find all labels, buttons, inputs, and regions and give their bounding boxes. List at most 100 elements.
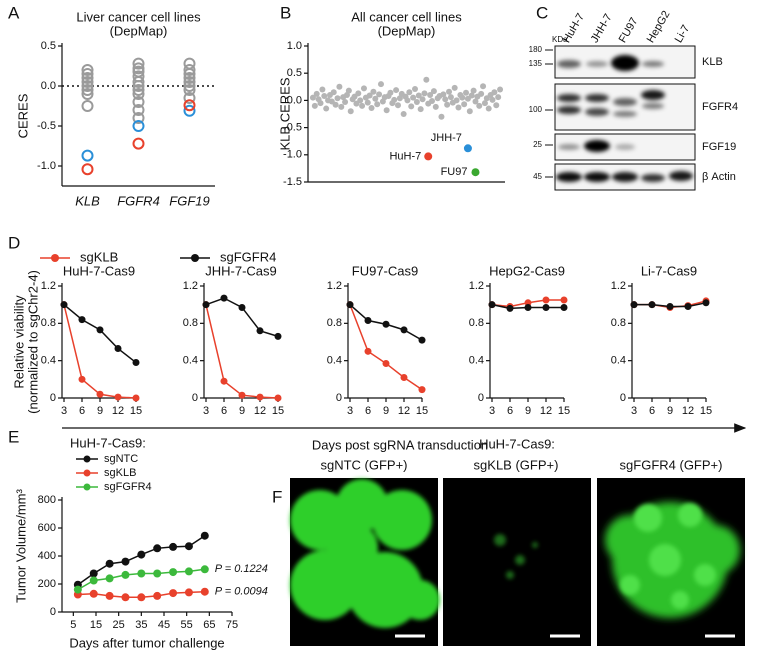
point [78, 316, 86, 324]
y-tick-label: 0.5 [287, 67, 302, 79]
point [238, 303, 246, 311]
point [412, 85, 419, 92]
image-title: sgKLB (GFP+) [474, 457, 559, 472]
x-tick-label: 15 [130, 405, 142, 417]
image-title: sgNTC (GFP+) [320, 457, 407, 472]
tumor-images: HuH-7-Cas9: sgNTC (GFP+) sgKLB (GFP+) sg… [290, 436, 745, 646]
blot-box [554, 83, 696, 131]
image-title: sgFGFR4 (GFP+) [620, 457, 723, 472]
point [200, 587, 209, 596]
point [485, 105, 492, 112]
point [440, 91, 447, 98]
y-tick-label: 1.2 [327, 280, 342, 292]
y-tick-label: 800 [38, 494, 56, 506]
series-line [63, 304, 137, 364]
p-value: P = 0.1224 [215, 563, 268, 575]
point [488, 301, 496, 309]
legend-marker [191, 254, 199, 262]
point [506, 304, 514, 312]
dot [81, 84, 94, 96]
x-tick-label: 3 [61, 405, 67, 417]
point [427, 91, 434, 98]
point [89, 569, 98, 578]
point [256, 393, 264, 401]
panel-title: FU97-Cas9 [352, 263, 418, 278]
point [524, 303, 532, 311]
point [355, 90, 362, 97]
y-axis-label: KLB CERES [277, 77, 292, 150]
dot [132, 96, 145, 108]
y-tick-label: 200 [38, 578, 56, 590]
point [421, 90, 428, 97]
panel-label: A [8, 3, 20, 22]
point [447, 94, 454, 101]
point [648, 301, 656, 309]
point [480, 83, 487, 90]
point [463, 89, 470, 96]
point [60, 301, 68, 309]
y-tick-label: 1.2 [469, 280, 484, 292]
panel-label: B [280, 3, 291, 22]
x-tick-label: 15 [90, 619, 102, 631]
point [78, 375, 86, 383]
point [330, 89, 337, 96]
point [346, 301, 354, 309]
y-tick-label: 0.8 [611, 317, 626, 329]
point [438, 113, 445, 120]
point [418, 386, 426, 394]
x-tick-label: 3 [347, 405, 353, 417]
point [220, 294, 228, 302]
x-tick-label: 6 [365, 405, 371, 417]
y-tick-label: 1.0 [287, 40, 302, 52]
lane-label: HepG2 [645, 9, 673, 45]
point [478, 90, 485, 97]
point [319, 86, 326, 93]
dot [81, 64, 94, 76]
point [413, 99, 420, 106]
panel-label: F [272, 487, 282, 506]
point [169, 542, 178, 551]
dot [183, 72, 196, 84]
series-line [349, 304, 423, 391]
highlight-point [463, 144, 472, 153]
highlight-point [471, 168, 480, 177]
point [630, 301, 638, 309]
dot [183, 104, 196, 117]
point [472, 98, 479, 105]
y-tick-label: 0.4 [41, 355, 56, 367]
point [153, 591, 162, 600]
western-blot: KDa HuH-7 JHH-7 FU97 HepG2 Li-7 180 135 [529, 9, 738, 191]
x-tick-label: 9 [667, 405, 673, 417]
point [169, 589, 178, 598]
protein-label: FGF19 [702, 141, 736, 153]
y-tick-label: 0.4 [611, 355, 626, 367]
y-tick-label: 0.4 [183, 355, 198, 367]
legend-label: sgKLB [80, 249, 118, 264]
y-tick-label: 0.8 [41, 317, 56, 329]
legend-marker [83, 483, 91, 491]
y-axis-label: Tumor Volume/mm³ [13, 489, 28, 603]
x-tick-label: 15 [416, 405, 428, 417]
point [202, 301, 210, 309]
legend-title: HuH-7-Cas9: [70, 435, 146, 450]
y-tick-label: -1.5 [283, 176, 302, 188]
point [491, 89, 498, 96]
point [410, 94, 417, 101]
point [200, 531, 209, 540]
bands [556, 55, 693, 182]
legend-marker [83, 455, 91, 463]
panel-label: D [8, 233, 20, 252]
highlight-point [424, 152, 433, 161]
dot [132, 137, 145, 150]
point [323, 105, 330, 112]
point [347, 108, 354, 115]
dot [132, 57, 145, 70]
image-content [290, 479, 440, 628]
point [137, 550, 146, 559]
x-tick-label: 3 [631, 405, 637, 417]
y-tick-label: 0.8 [469, 317, 484, 329]
images-heading: HuH-7-Cas9: [479, 436, 555, 451]
point [461, 101, 468, 108]
point [391, 96, 398, 103]
point [383, 107, 390, 114]
